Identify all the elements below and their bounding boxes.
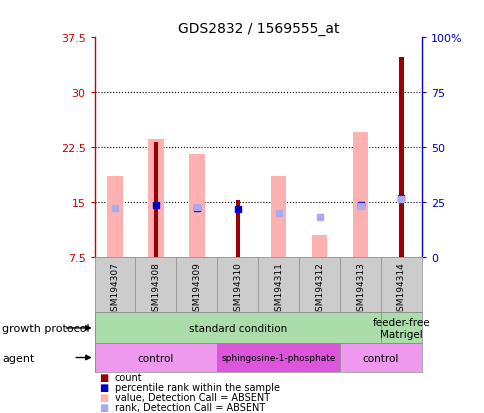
Bar	[352, 133, 367, 257]
Bar	[235, 201, 240, 257]
Text: GSM194313: GSM194313	[355, 261, 364, 316]
Bar	[271, 177, 286, 257]
Text: GSM194311: GSM194311	[273, 261, 283, 316]
Bar	[153, 142, 158, 257]
Text: ■: ■	[99, 372, 108, 382]
Text: rank, Detection Call = ABSENT: rank, Detection Call = ABSENT	[115, 401, 265, 411]
Text: GSM194312: GSM194312	[315, 261, 323, 316]
Text: sphingosine-1-phosphate: sphingosine-1-phosphate	[221, 353, 335, 362]
Text: ■: ■	[99, 401, 108, 411]
Text: feeder-free
Matrigel: feeder-free Matrigel	[372, 317, 429, 339]
Text: ■: ■	[99, 392, 108, 402]
Bar	[189, 155, 204, 257]
Bar	[94, 313, 380, 344]
Text: GSM194307: GSM194307	[110, 261, 119, 316]
Title: GDS2832 / 1569555_at: GDS2832 / 1569555_at	[177, 21, 338, 36]
Text: GSM194310: GSM194310	[233, 261, 242, 316]
Bar	[148, 140, 164, 257]
Bar	[380, 313, 421, 344]
Text: standard condition: standard condition	[188, 323, 287, 333]
Text: control: control	[137, 353, 174, 363]
Text: growth protocol: growth protocol	[2, 323, 90, 333]
Text: control: control	[362, 353, 398, 363]
Text: GSM194309: GSM194309	[192, 261, 201, 316]
Text: GSM194314: GSM194314	[396, 261, 405, 316]
Bar	[339, 344, 421, 372]
Bar	[217, 344, 339, 372]
Text: agent: agent	[2, 353, 35, 363]
Bar	[399, 58, 403, 257]
Text: count: count	[115, 372, 142, 382]
Text: value, Detection Call = ABSENT: value, Detection Call = ABSENT	[115, 392, 270, 402]
Bar	[107, 177, 122, 257]
Bar	[311, 235, 327, 257]
Text: ■: ■	[99, 382, 108, 392]
Text: GSM194308: GSM194308	[151, 261, 160, 316]
Text: percentile rank within the sample: percentile rank within the sample	[115, 382, 279, 392]
Bar	[94, 344, 217, 372]
